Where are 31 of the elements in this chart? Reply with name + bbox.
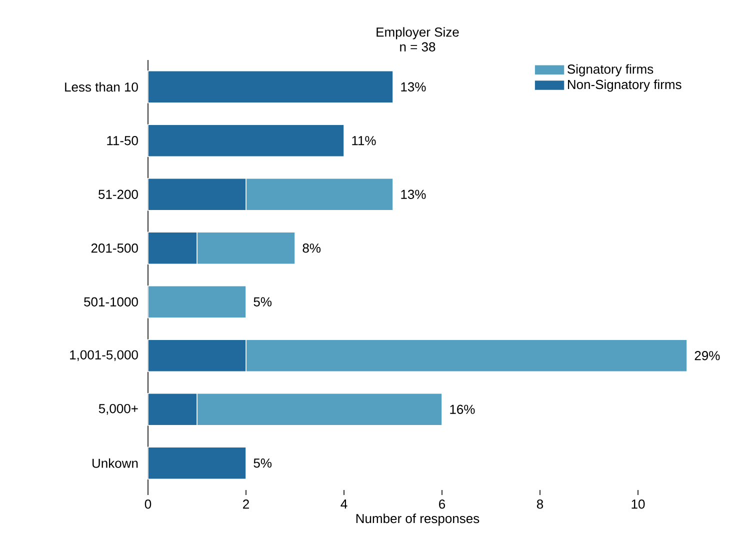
y-tick-label: 501-1000 — [84, 297, 138, 306]
annotation: 11% — [352, 136, 376, 146]
y-tick-label: 51-200 — [98, 190, 138, 199]
bar — [148, 285, 246, 318]
x-tick-label: 6 — [439, 500, 446, 509]
chart-subtitle: n = 38 — [400, 42, 436, 52]
legend-label: Non-Signatory firms — [568, 80, 682, 92]
y-tick-label: Less than 10 — [65, 82, 138, 92]
annotation: 29% — [694, 351, 720, 360]
y-tick-label: 201-500 — [91, 244, 138, 253]
x-tick-label: 2 — [243, 500, 249, 509]
annotation: 8% — [302, 244, 321, 253]
annotation: 13% — [401, 82, 426, 92]
legend-label: Signatory firms — [568, 64, 654, 76]
y-tick-label: 11-50 — [107, 136, 138, 146]
annotation: 5% — [254, 458, 272, 468]
y-tick-label: 5,000+ — [98, 404, 138, 415]
annotation: 5% — [254, 297, 272, 306]
x-tick-label: 0 — [144, 500, 152, 509]
bar — [148, 446, 246, 480]
y-tick-label: Unkown — [92, 458, 138, 468]
x-tick-label: 4 — [340, 500, 348, 508]
x-tick-label: 10 — [632, 500, 645, 509]
annotation: 16% — [450, 404, 475, 414]
y-tick-label: 1,001-5,000 — [70, 350, 138, 361]
bar — [148, 124, 344, 158]
annotation: 13% — [401, 190, 426, 199]
x-axis-title: Number of responses — [356, 514, 480, 526]
bar — [148, 70, 394, 104]
x-tick-label: 8 — [536, 500, 544, 509]
chart-title: Employer Size — [376, 27, 459, 40]
